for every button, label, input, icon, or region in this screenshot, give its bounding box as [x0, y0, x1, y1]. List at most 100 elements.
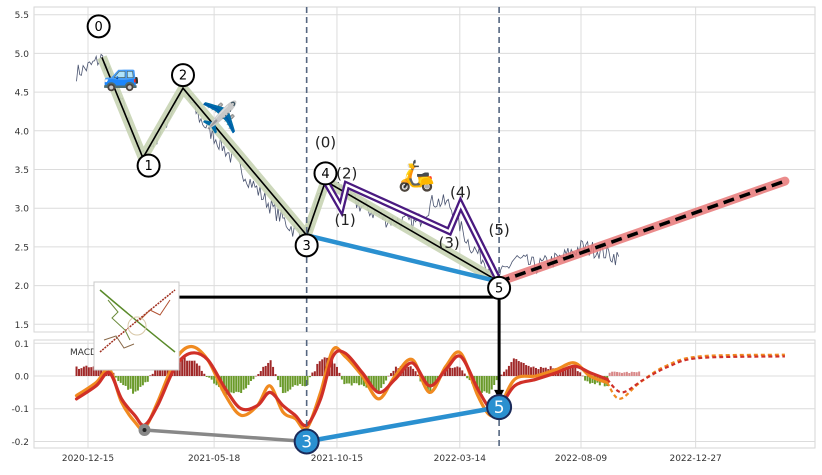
price-y-tick-label: 5.0	[15, 50, 30, 60]
wave-label-circle	[170, 63, 195, 88]
histogram-bar	[517, 361, 520, 376]
histogram-bar	[122, 376, 125, 386]
price-y-ticks: 1.5 2.0 2.5 3.0 3.5 4.0 4.5 5.0 5.5	[15, 11, 30, 331]
histogram-bar	[240, 376, 243, 393]
histogram-bar	[316, 363, 319, 376]
histogram-bar	[414, 371, 417, 376]
histogram-bar	[429, 376, 432, 392]
histogram-bar	[586, 376, 589, 382]
histogram-bar	[279, 376, 282, 388]
histogram-bar	[247, 376, 250, 385]
histogram-bar	[495, 376, 498, 381]
histogram-bar	[510, 362, 513, 376]
wave-label-text: 1	[144, 159, 152, 174]
histogram-bar	[444, 369, 447, 376]
macd-marker-text: 3	[301, 432, 312, 452]
emoji-marker: 🛵	[398, 158, 435, 193]
histogram-bar	[149, 375, 152, 376]
histogram-bar	[274, 374, 277, 376]
histogram-bar	[512, 358, 515, 376]
inset-thumbnail	[93, 281, 180, 371]
histogram-bar	[534, 367, 537, 376]
histogram-bar	[532, 366, 535, 376]
histogram-bar	[407, 366, 410, 376]
histogram-bar	[276, 376, 279, 381]
wave-label-text: 3	[303, 239, 311, 254]
histogram-bar	[635, 372, 638, 376]
wave-label-text: 2	[179, 69, 187, 84]
histogram-bar	[493, 376, 496, 385]
histogram-bar	[564, 368, 567, 376]
x-tick-label: 2022-03-14	[434, 454, 487, 464]
histogram-bar	[294, 376, 297, 386]
histogram-bar	[252, 376, 255, 380]
histogram-bar	[579, 372, 582, 376]
histogram-bar	[308, 376, 311, 378]
wave-label-circle	[136, 153, 161, 178]
histogram-bar	[566, 367, 569, 376]
histogram-bar	[530, 367, 533, 376]
histogram-bar	[85, 365, 88, 376]
histogram-bar	[299, 376, 302, 384]
macd-projection-line	[606, 353, 785, 401]
histogram-bar	[313, 371, 316, 376]
histogram-bar	[569, 367, 572, 376]
histogram-bar	[372, 376, 375, 390]
sub-wave-label: (5)	[488, 221, 509, 239]
histogram-bar	[448, 367, 451, 376]
histogram-bar	[527, 365, 530, 376]
macd-overlays	[138, 404, 500, 444]
macd-y-tick-label: -0.2	[11, 438, 29, 448]
histogram-bar	[264, 365, 267, 376]
sub-wave-inner	[324, 180, 501, 283]
histogram-bar	[515, 359, 518, 376]
histogram-bar	[404, 366, 407, 376]
histogram-bar	[507, 365, 510, 376]
histogram-bar	[466, 376, 469, 379]
histogram-bar	[117, 376, 120, 382]
histogram-bar	[375, 376, 378, 392]
wave-label-text: 5	[495, 281, 503, 296]
sub-wave-label: (2)	[336, 164, 357, 182]
histogram-bar	[522, 362, 525, 376]
histogram-bar	[576, 371, 579, 376]
histogram-bar	[318, 361, 321, 376]
histogram-bar	[304, 376, 307, 387]
histogram-bar	[254, 375, 257, 377]
projection-halo	[494, 176, 790, 287]
histogram-bar	[434, 376, 437, 384]
histogram-bar	[539, 366, 542, 376]
histogram-bar	[574, 367, 577, 376]
histogram-bar	[520, 362, 523, 376]
macd-markers: 35	[293, 394, 513, 455]
histogram-bar	[638, 371, 641, 376]
histogram-bar	[480, 376, 483, 393]
histogram-bar	[417, 374, 420, 376]
histogram-bar	[353, 376, 356, 384]
emoji-marker: 🚙	[103, 58, 140, 93]
histogram-bar	[561, 367, 564, 376]
wave-label-circle	[294, 233, 319, 258]
histogram-bar	[136, 376, 139, 391]
histogram-bar	[412, 368, 415, 376]
histogram-bar	[613, 371, 616, 376]
histogram-bar	[360, 376, 363, 385]
histogram-bar	[249, 376, 252, 381]
wave-label-circle	[313, 161, 338, 186]
x-tick-label: 2022-08-09	[555, 454, 608, 464]
histogram-bar	[456, 366, 459, 376]
histogram-bar	[390, 373, 393, 376]
histogram-bar	[284, 376, 287, 393]
histogram-bar	[350, 376, 353, 386]
macd-y-ticks: -0.2 -0.1 0.0 0.1	[11, 340, 29, 448]
histogram-bar	[267, 362, 270, 376]
histogram-bar	[370, 376, 373, 388]
histogram-bar	[301, 376, 304, 386]
elliott-waves	[97, 55, 790, 287]
macd-y-tick-label: 0.1	[15, 340, 29, 350]
sub-wave-label: (1)	[335, 211, 356, 229]
histogram-bar	[80, 368, 83, 376]
price-y-tick-label: 2.0	[15, 282, 30, 292]
sub-wave-label: (0)	[315, 133, 336, 151]
